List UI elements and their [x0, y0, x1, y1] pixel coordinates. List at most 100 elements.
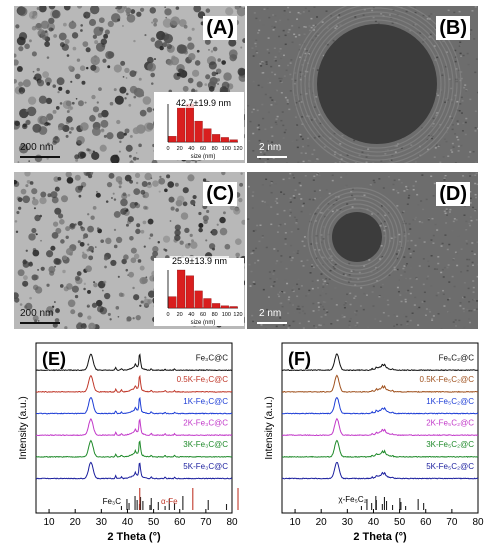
lattice-noise: [297, 228, 299, 230]
lattice-noise: [251, 252, 253, 254]
lattice-noise: [350, 304, 352, 306]
lattice-noise: [302, 205, 304, 207]
lattice-noise: [290, 198, 292, 200]
lattice-noise: [302, 241, 304, 243]
nanoparticle: [70, 309, 75, 314]
nanoparticle: [190, 234, 193, 237]
lattice-noise: [378, 296, 380, 298]
x-tick-label: 30: [342, 517, 354, 528]
histogram-bar: [221, 137, 229, 142]
lattice-noise: [453, 55, 455, 57]
nanoparticle: [87, 243, 89, 245]
lattice-noise: [294, 83, 296, 85]
lattice-noise: [380, 13, 382, 15]
nanoparticle: [117, 19, 120, 22]
nanoparticle: [126, 77, 128, 79]
histogram-bar: [169, 297, 177, 308]
scale-text-a: 200 nm: [20, 142, 53, 153]
lattice-noise: [434, 268, 436, 270]
nanoparticle: [21, 189, 27, 195]
lattice-noise: [288, 29, 290, 31]
lattice-noise: [298, 288, 300, 290]
lattice-noise: [444, 102, 446, 104]
lattice-noise: [274, 27, 276, 29]
lattice-noise: [474, 183, 476, 185]
nanoparticle: [72, 286, 79, 293]
lattice-noise: [448, 281, 450, 283]
lattice-noise: [354, 16, 356, 18]
nanoparticle: [191, 239, 194, 242]
nanoparticle: [119, 141, 121, 143]
nanoparticle: [85, 265, 92, 272]
series-label: 3K-Fe₅C₂@C: [426, 440, 474, 449]
nanoparticle: [211, 50, 213, 52]
nanoparticle: [127, 274, 129, 276]
nanoparticle: [86, 47, 91, 52]
nanoparticle: [93, 283, 98, 288]
lattice-noise: [339, 143, 341, 145]
lattice-noise: [457, 235, 459, 237]
nanoparticle: [116, 120, 120, 124]
lattice-noise: [431, 218, 433, 220]
nanoparticle: [123, 254, 129, 260]
y-axis-label: Intensity (a.u.): [264, 396, 275, 459]
lattice-noise: [398, 234, 400, 236]
nanoparticle: [217, 83, 219, 85]
lattice-noise: [297, 250, 299, 252]
nanoparticle: [115, 96, 124, 105]
lattice-noise: [308, 10, 310, 12]
lattice-noise: [445, 175, 447, 177]
lattice-noise: [366, 294, 368, 296]
lattice-noise: [422, 301, 424, 303]
histogram-bar: [177, 270, 185, 308]
histogram-tick-label: 20: [177, 312, 183, 318]
nanoparticle: [57, 77, 65, 85]
lattice-noise: [307, 138, 309, 140]
nanoparticle: [183, 86, 189, 92]
nanoparticle: [158, 241, 160, 243]
lattice-noise: [288, 296, 290, 298]
nanoparticle: [135, 173, 140, 178]
lattice-noise: [272, 285, 274, 287]
lattice-noise: [459, 41, 461, 43]
lattice-noise: [456, 101, 458, 103]
lattice-noise: [259, 63, 261, 65]
lattice-noise: [452, 143, 454, 145]
lattice-noise: [275, 103, 277, 105]
x-tick-label: 60: [420, 517, 432, 528]
nanoparticle: [174, 229, 180, 235]
lattice-noise: [314, 190, 316, 192]
nanoparticle: [119, 151, 121, 153]
lattice-noise: [318, 306, 320, 308]
lattice-noise: [452, 129, 454, 131]
lattice-noise: [287, 19, 289, 21]
lattice-noise: [299, 312, 301, 314]
lattice-noise: [421, 174, 423, 176]
nanoparticle: [153, 23, 157, 27]
nanoparticle: [152, 246, 158, 252]
lattice-noise: [457, 139, 459, 141]
lattice-noise: [333, 40, 335, 42]
nanoparticle: [144, 246, 146, 248]
lattice-noise: [247, 218, 249, 220]
lattice-noise: [468, 223, 470, 225]
lattice-noise: [285, 279, 287, 281]
lattice-noise: [292, 304, 294, 306]
lattice-noise: [270, 206, 272, 208]
nanoparticle: [133, 40, 135, 42]
lattice-noise: [367, 326, 369, 328]
lattice-noise: [313, 267, 315, 269]
nanoparticle: [80, 122, 89, 131]
lattice-noise: [455, 61, 457, 63]
lattice-noise: [294, 311, 296, 313]
nanoparticle: [50, 191, 57, 198]
lattice-noise: [350, 278, 352, 280]
lattice-noise: [312, 303, 314, 305]
lattice-noise: [462, 175, 464, 177]
nanoparticle: [100, 145, 107, 152]
nanoparticle: [151, 22, 153, 24]
nanoparticle: [229, 54, 236, 61]
lattice-noise: [274, 15, 276, 17]
lattice-noise: [300, 185, 302, 187]
lattice-noise: [348, 324, 350, 326]
